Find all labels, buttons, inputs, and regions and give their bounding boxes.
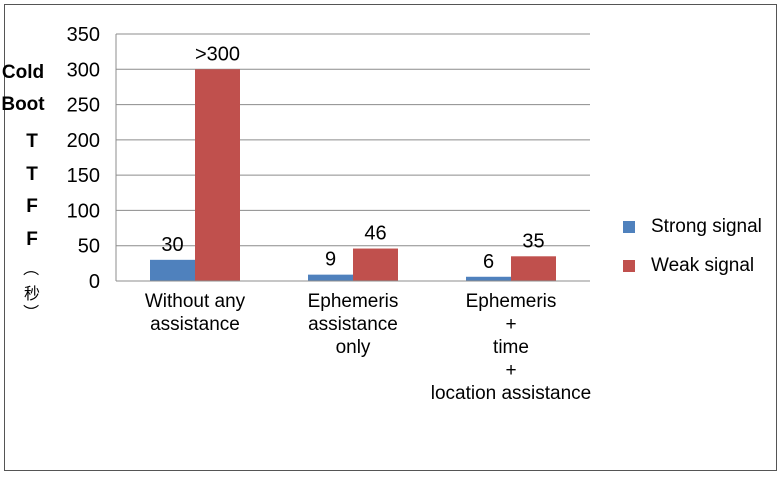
y-axis-title-letter: T [26,131,38,152]
y-axis-title-letter: F [26,229,38,250]
data-label: 6 [483,251,494,273]
bar-weak-1 [353,248,398,281]
bar-strong-2 [466,276,511,281]
y-axis-title-line1: Cold [1,62,45,83]
y-axis-title-letter: T [26,164,38,185]
chart-frame [4,4,777,471]
y-axis-title-line2: Boot [1,94,45,115]
bars [150,69,556,282]
x-category-label: assistance [150,314,240,335]
x-category-label: Without any [145,291,246,312]
x-category-label: + [505,314,516,335]
data-label: 9 [325,249,336,271]
legend-swatch-strong [623,221,635,233]
x-category-label: Ephemeris [466,291,557,312]
x-category-label: assistance [308,314,398,335]
data-label: 30 [161,234,183,256]
y-axis-unit-open: （ [21,260,38,277]
legend-swatch-weak [623,260,635,272]
bar-weak-2 [511,256,556,281]
x-category-label: location assistance [431,383,592,404]
data-labels: 30 >300 9 46 6 35 [161,43,544,272]
x-axis-categories: Without anyassistanceEphemerisassistance… [145,291,591,404]
y-axis-title-letter: F [26,196,38,217]
y-axis-unit: 秒 [24,286,41,303]
x-category-label: time [493,337,529,358]
y-tick-label: 100 [67,200,100,222]
data-label: 35 [522,230,544,252]
y-tick-label: 150 [67,165,100,187]
bar-strong-1 [308,274,353,281]
y-tick-label: 200 [67,130,100,152]
y-tick-label: 350 [67,24,100,46]
data-label: 46 [364,223,386,245]
bar-strong-0 [150,259,195,281]
y-axis-unit-close: ） [21,304,38,321]
bar-weak-0 [195,69,240,282]
gridlines [115,33,590,281]
x-category-label: + [505,360,516,381]
x-category-label: only [336,337,371,358]
y-tick-label: 300 [67,59,100,81]
y-axis-ticks: 0 50 100 150 200 250 300 350 [67,24,100,293]
y-tick-label: 250 [67,95,100,117]
data-label: >300 [195,43,240,65]
y-tick-label: 50 [78,236,100,258]
legend-item-weak-signal: Weak signal [623,255,754,277]
legend-label-weak: Weak signal [651,255,755,276]
legend-item-strong-signal: Strong signal [623,216,762,238]
legend-label-strong: Strong signal [651,216,762,237]
y-tick-label: 0 [89,271,100,293]
x-category-label: Ephemeris [308,291,399,312]
